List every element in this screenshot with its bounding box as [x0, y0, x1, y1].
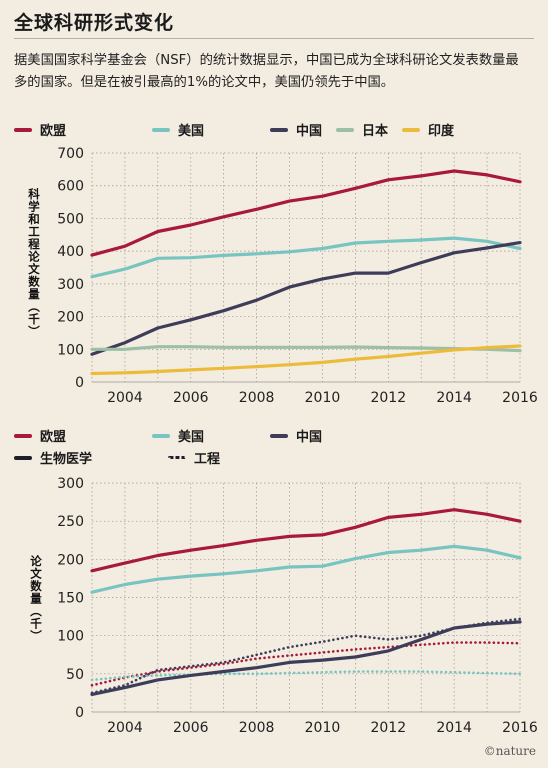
- chart1-y-tick-400: 400: [57, 244, 84, 260]
- chart1-series-eu-solid: [90, 169, 522, 257]
- legend-label-china: 中国: [296, 124, 323, 139]
- chart1-x-tick-2010: 2010: [305, 390, 341, 406]
- legend2-label-engineering: 工程: [194, 452, 221, 467]
- chart2-y-tick-0: 0: [75, 705, 84, 721]
- legend-item-us: 美国: [152, 120, 204, 139]
- chart2-series-eu-dotted: [90, 641, 522, 687]
- chart1-y-tick-100: 100: [57, 342, 84, 358]
- legend2-swatch-china: [270, 433, 288, 438]
- chart1-x-tick-2016: 2016: [502, 390, 538, 406]
- legend-swatch-eu: [14, 127, 32, 132]
- legend2-item-engineering: 工程: [168, 448, 220, 467]
- chart2-y-tick-50: 50: [66, 667, 84, 683]
- chart1-y-tick-0: 0: [75, 375, 84, 391]
- legend2-swatch-eu: [14, 433, 32, 438]
- chart2-series-us-solid: [90, 544, 522, 594]
- legend-swatch-china: [270, 127, 288, 132]
- chart2-y-axis-label: 论文数量（千）: [29, 555, 43, 643]
- chart2-y-tick-150: 150: [57, 591, 84, 607]
- legend-item-india: 印度: [402, 120, 454, 139]
- legend2-swatch-engineering: [168, 456, 186, 459]
- nature-credit: ©nature: [483, 744, 536, 758]
- chart1-series-china-solid: [90, 241, 522, 356]
- legend-swatch-japan: [336, 127, 354, 132]
- chart1-series-japan-solid: [90, 345, 522, 353]
- chart1-y-axis-label: 科学和工程论文数量（千）: [27, 188, 41, 338]
- chart1-series-india-solid: [90, 344, 522, 376]
- chart2-x-tick-2008: 2008: [239, 720, 275, 736]
- chart2-x-tick-2006: 2006: [173, 720, 209, 736]
- legend2-label-us: 美国: [178, 430, 205, 445]
- page-title: 全球科研形式变化: [14, 12, 175, 34]
- chart1-y-tick-300: 300: [57, 277, 84, 293]
- chart-1: 0 100 200 300 400 500 600 700 2004 2006 2008 2010 20…: [57, 146, 538, 406]
- chart2-y-tick-250: 250: [57, 514, 84, 530]
- legend-label-eu: 欧盟: [40, 124, 67, 139]
- chart2-y-tick-300: 300: [57, 476, 84, 492]
- legend-item-eu: 欧盟: [14, 120, 66, 139]
- chart2-y-tick-100: 100: [57, 629, 84, 645]
- legend2-swatch-us: [152, 433, 170, 438]
- legend-item-japan: 日本: [336, 120, 388, 139]
- legend2-label-china: 中国: [296, 430, 323, 445]
- chart2-series-china-solid: [90, 620, 522, 696]
- chart2-x-tick-2016: 2016: [502, 720, 538, 736]
- chart1-y-tick-200: 200: [57, 310, 84, 326]
- legend2-item-us: 美国: [152, 426, 204, 445]
- legend2-item-biomedical: 生物医学: [14, 448, 92, 467]
- chart1-x-tick-2012: 2012: [370, 390, 406, 406]
- chart1-x-tick-2004: 2004: [107, 390, 143, 406]
- chart1-x-tick-2014: 2014: [436, 390, 472, 406]
- legend-label-india: 印度: [428, 124, 455, 139]
- intro-text: 据美国国家科学基金会（NSF）的统计数据显示，中国已成为全球科研论文发表数量最多…: [14, 53, 519, 90]
- chart2-y-tick-200: 200: [57, 552, 84, 568]
- chart2-x-tick-2010: 2010: [305, 720, 341, 736]
- chart2-x-tick-2012: 2012: [370, 720, 406, 736]
- legend-item-china: 中国: [270, 120, 322, 139]
- legend2-item-eu: 欧盟: [14, 426, 66, 445]
- chart1-x-tick-2006: 2006: [173, 390, 209, 406]
- chart1-x-tick-2008: 2008: [239, 390, 275, 406]
- chart1-y-tick-700: 700: [57, 146, 84, 162]
- legend2-item-china: 中国: [270, 426, 322, 445]
- legend2-swatch-biomedical: [14, 455, 32, 460]
- chart1-y-tick-600: 600: [57, 179, 84, 195]
- legend2-label-eu: 欧盟: [40, 430, 67, 445]
- legend-swatch-us: [152, 127, 170, 132]
- chart2-x-tick-2004: 2004: [107, 720, 143, 736]
- legend-label-japan: 日本: [362, 124, 389, 139]
- chart2-series-eu-solid: [90, 508, 522, 573]
- legend-label-us: 美国: [178, 124, 205, 139]
- title-divider: [14, 38, 534, 39]
- chart1-series-us-solid: [90, 236, 522, 279]
- chart-2: 0 50 100 150 200 250 300 2004 2006 2008 2010 2012 20…: [57, 476, 538, 736]
- legend-swatch-india: [402, 127, 420, 132]
- chart2-series-china-dotted: [90, 617, 522, 695]
- chart1-y-tick-500: 500: [57, 211, 84, 227]
- chart2-x-tick-2014: 2014: [436, 720, 472, 736]
- legend2-label-biomedical: 生物医学: [40, 452, 93, 467]
